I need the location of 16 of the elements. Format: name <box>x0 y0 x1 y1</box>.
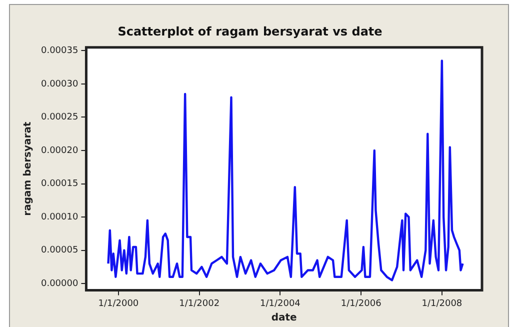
y-axis-title: ragam bersyarat <box>22 122 34 216</box>
y-tick-label: 0.00020 <box>41 146 78 156</box>
x-tick-label: 1/1/2002 <box>179 298 220 309</box>
y-tick-label: 0.00035 <box>41 46 78 56</box>
y-tick-label: 0.00010 <box>41 212 78 222</box>
x-tick-label: 1/1/2008 <box>422 298 462 309</box>
y-tick-label: 0.00005 <box>41 246 78 256</box>
chart-title: Scatterplot of ragam bersyarat vs date <box>118 24 382 38</box>
x-tick-label: 1/1/2006 <box>340 298 382 309</box>
x-axis-title: date <box>271 312 298 324</box>
x-tick-label: 1/1/2004 <box>260 298 301 309</box>
y-tick-label: 0.00000 <box>41 278 78 289</box>
y-tick-label: 0.00015 <box>41 179 78 190</box>
y-tick-label: 0.00030 <box>41 79 78 90</box>
y-tick-label: 0.00025 <box>41 112 78 123</box>
x-tick-label: 1/1/2000 <box>98 298 139 309</box>
